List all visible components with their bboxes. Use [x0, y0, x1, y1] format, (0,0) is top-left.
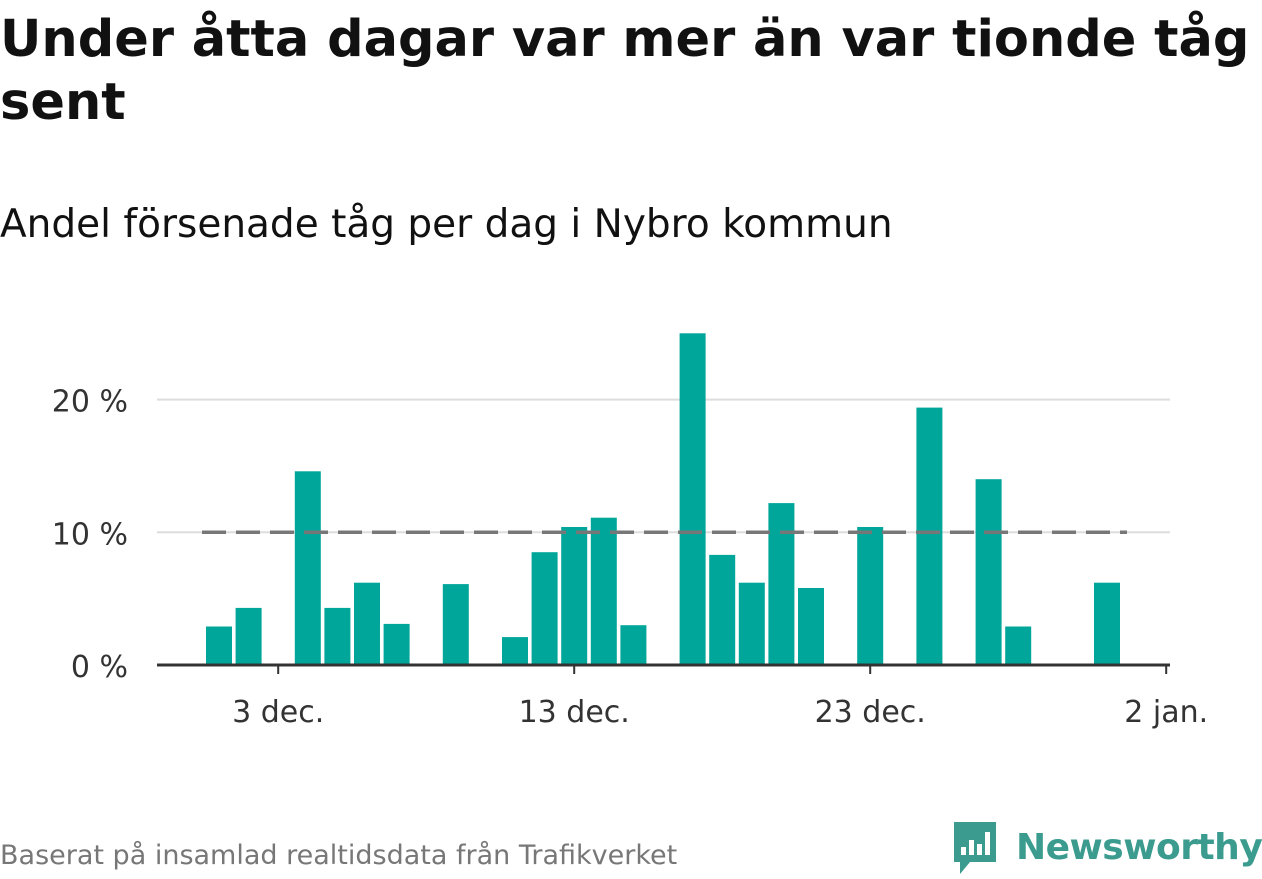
newsworthy-logo[interactable]: Newsworthy	[950, 818, 1262, 878]
bar	[916, 407, 943, 665]
bar	[294, 471, 321, 665]
source-note: Baserat på insamlad realtidsdata från Tr…	[0, 840, 678, 871]
bar	[798, 588, 824, 665]
bar	[857, 527, 884, 665]
bar	[235, 607, 262, 665]
x-tick-label: 2 jan.	[1124, 695, 1208, 730]
bar	[502, 637, 528, 665]
bar	[206, 626, 232, 665]
x-tick-label: 3 dec.	[232, 695, 324, 730]
x-tick-label: 23 dec.	[815, 695, 926, 730]
bars	[206, 333, 1120, 666]
bar	[679, 333, 706, 666]
brand-name: Newsworthy	[1016, 827, 1262, 868]
y-tick-label: 10 %	[52, 517, 128, 552]
y-tick-label: 0 %	[71, 650, 128, 685]
x-tick-labels: 3 dec. 13 dec. 23 dec. 2 jan.	[232, 695, 1208, 730]
bar	[590, 517, 617, 665]
chart-subtitle: Andel försenade tåg per dag i Nybro komm…	[0, 202, 893, 247]
bar	[709, 554, 736, 665]
bar	[383, 623, 410, 665]
bar	[354, 582, 380, 665]
y-tick-label: 20 %	[52, 385, 128, 420]
bar	[531, 552, 558, 665]
bar	[442, 584, 469, 665]
y-tick-labels: 0 % 10 % 20 %	[52, 385, 128, 685]
bar	[1094, 582, 1120, 665]
bar-chart: 0 % 10 % 20 % 3 dec. 13 dec. 23 dec. 2 jan.	[52, 333, 1208, 730]
bar	[768, 503, 795, 665]
bar	[975, 479, 1002, 665]
bar	[561, 527, 588, 665]
chart-title: Under åtta dagar var mer än var tionde t…	[0, 10, 1250, 132]
x-axis	[157, 663, 1170, 674]
bar	[324, 607, 351, 665]
bar	[738, 582, 765, 665]
bar	[620, 625, 647, 665]
x-tick-label: 13 dec.	[519, 695, 630, 730]
bar	[1005, 626, 1032, 665]
newsworthy-logo-icon	[954, 822, 996, 874]
